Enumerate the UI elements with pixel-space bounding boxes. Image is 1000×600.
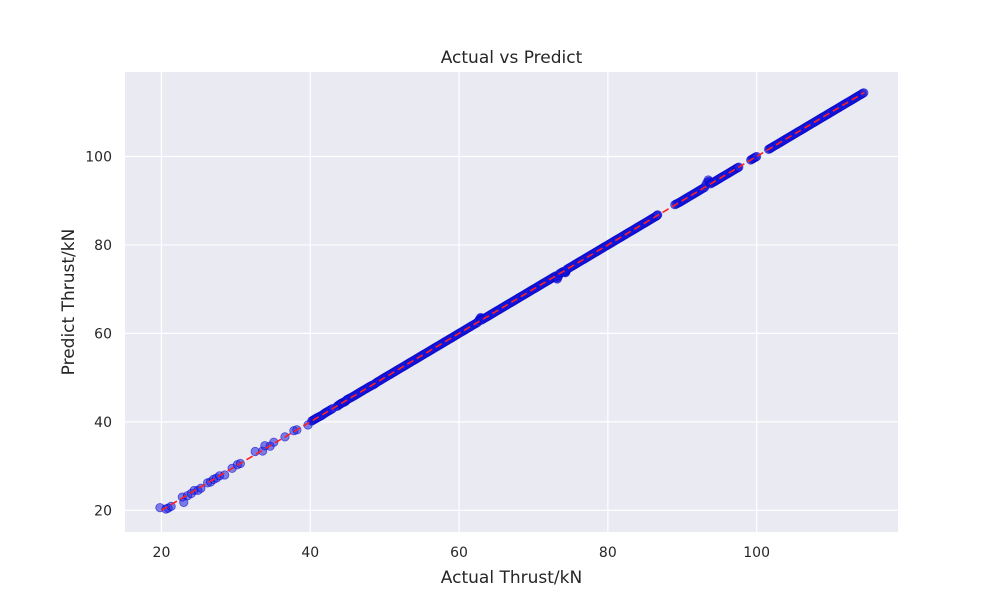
x-tick-label: 60: [450, 545, 468, 561]
y-tick-label: 20: [94, 503, 112, 519]
y-tick-label: 80: [94, 238, 112, 254]
y-tick-label: 100: [85, 149, 112, 165]
y-tick-labels: 20 40 60 80 100: [85, 149, 112, 519]
x-tick-label: 40: [301, 545, 319, 561]
x-tick-label: 80: [599, 545, 617, 561]
x-axis-title: Actual Thrust/kN: [441, 568, 582, 588]
x-tick-labels: 20 40 60 80 100: [153, 545, 770, 561]
x-tick-label: 20: [153, 545, 171, 561]
y-axis-title: Predict Thrust/kN: [59, 229, 79, 376]
y-tick-label: 60: [94, 326, 112, 342]
chart-title: Actual vs Predict: [441, 48, 583, 68]
reference-line: [161, 91, 865, 512]
x-tick-label: 100: [743, 545, 770, 561]
data-point: [269, 437, 279, 447]
y-tick-label: 40: [94, 415, 112, 431]
data-point: [752, 151, 762, 162]
grid-lines: [125, 72, 898, 532]
